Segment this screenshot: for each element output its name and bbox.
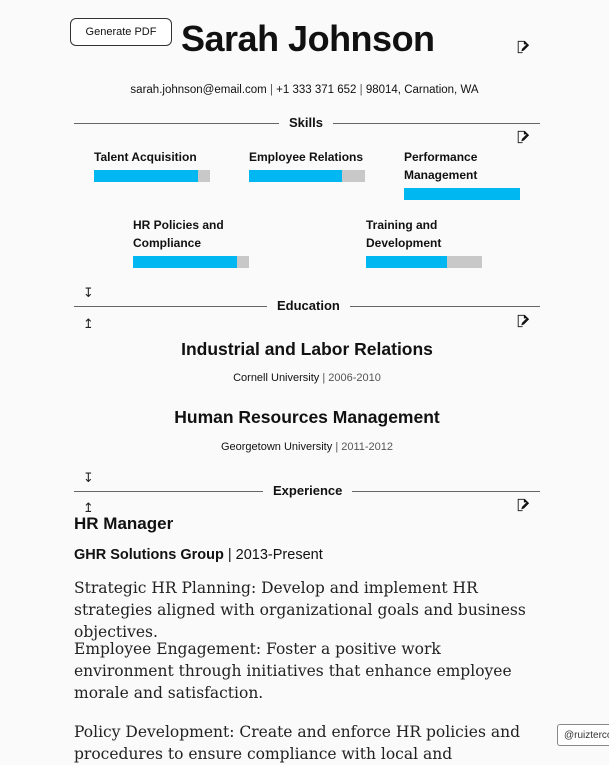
phone-text: +1 333 371 652 bbox=[276, 84, 357, 96]
job-company-line: GHR Solutions Group | 2013-Present bbox=[74, 547, 323, 563]
education-meta: Georgetown University | 2011-2012 bbox=[0, 441, 609, 453]
skill-label: Employee Relations bbox=[249, 150, 364, 164]
skill-label: Performance Management bbox=[404, 150, 478, 182]
education-title: Education bbox=[267, 298, 350, 313]
skill-bar-fill bbox=[94, 170, 199, 182]
skill-item: HR Policies and Compliance bbox=[133, 216, 251, 268]
skill-bar-fill bbox=[366, 256, 448, 268]
skill-label: Training and Development bbox=[366, 218, 442, 250]
email-text: sarah.johnson@email.com bbox=[130, 84, 267, 96]
education-degree: Industrial and Labor Relations bbox=[181, 339, 433, 359]
skill-label: HR Policies and Compliance bbox=[133, 218, 224, 250]
separator: | bbox=[359, 84, 363, 96]
move-down-icon[interactable]: ↧ bbox=[83, 285, 94, 300]
skill-item: Talent Acquisition bbox=[94, 148, 212, 182]
contact-line: sarah.johnson@email.com | +1 333 371 652… bbox=[0, 84, 609, 96]
education-meta: Cornell University | 2006-2010 bbox=[0, 372, 609, 384]
skill-item: Training and Development bbox=[366, 216, 484, 268]
skill-bar-fill bbox=[249, 170, 342, 182]
separator: | bbox=[227, 547, 232, 563]
edit-experience-icon[interactable] bbox=[516, 498, 530, 512]
resume-name: Sarah Johnson bbox=[181, 18, 435, 59]
skill-bar bbox=[94, 170, 210, 182]
credit-badge[interactable]: @ruizterco bbox=[557, 724, 609, 746]
education-school: Cornell University bbox=[233, 372, 320, 384]
skill-bar bbox=[249, 170, 365, 182]
job-years: 2013-Present bbox=[235, 547, 323, 563]
skill-item: Performance Management bbox=[404, 148, 522, 200]
experience-title: Experience bbox=[263, 483, 353, 498]
skill-bar bbox=[133, 256, 249, 268]
separator: | bbox=[322, 372, 326, 384]
job-company: GHR Solutions Group bbox=[74, 547, 224, 563]
location-text: 98014, Carnation, WA bbox=[365, 84, 479, 96]
skill-item: Employee Relations bbox=[249, 148, 367, 182]
skill-bar-fill bbox=[133, 256, 238, 268]
education-years: 2006-2010 bbox=[328, 372, 381, 384]
separator: | bbox=[269, 84, 273, 96]
separator: | bbox=[335, 441, 339, 453]
skill-label: Talent Acquisition bbox=[94, 150, 197, 164]
generate-pdf-button[interactable]: Generate PDF bbox=[70, 18, 172, 46]
edit-education-icon[interactable] bbox=[516, 314, 530, 328]
job-title: HR Manager bbox=[74, 514, 174, 533]
move-up-icon[interactable]: ↥ bbox=[83, 500, 94, 515]
job-description: Policy Development: Create and enforce H… bbox=[74, 723, 521, 763]
job-description: Strategic HR Planning: Develop and imple… bbox=[74, 579, 526, 641]
education-school: Georgetown University bbox=[220, 441, 333, 453]
move-up-icon[interactable]: ↥ bbox=[83, 316, 94, 331]
education-degree: Human Resources Management bbox=[174, 407, 440, 427]
skill-bar bbox=[404, 188, 520, 200]
job-description: Employee Engagement: Foster a positive w… bbox=[74, 640, 512, 702]
edit-skills-icon[interactable] bbox=[516, 130, 530, 144]
education-years: 2011-2012 bbox=[341, 441, 394, 453]
skills-title: Skills bbox=[279, 115, 333, 130]
skill-bar-fill bbox=[404, 188, 520, 200]
edit-header-icon[interactable] bbox=[516, 40, 530, 54]
move-down-icon[interactable]: ↧ bbox=[83, 470, 94, 485]
skill-bar bbox=[366, 256, 482, 268]
